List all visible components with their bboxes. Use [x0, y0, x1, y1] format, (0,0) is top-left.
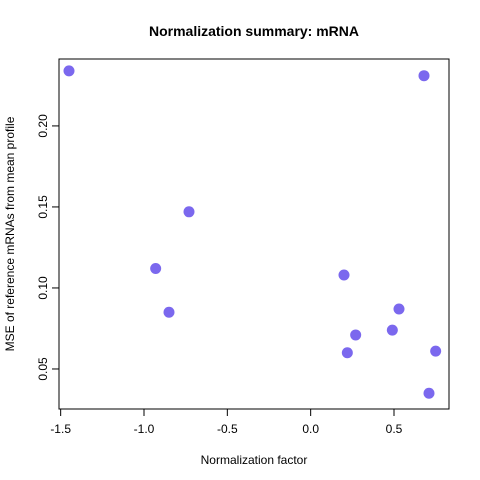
x-tick-label: -1.0 [134, 422, 155, 436]
y-tick-label: 0.05 [36, 357, 50, 381]
x-tick-label: 0.5 [386, 422, 403, 436]
data-point [150, 263, 162, 275]
data-points [63, 65, 442, 399]
y-axis: 0.05 0.10 0.15 0.20 [36, 114, 59, 381]
y-tick-label: 0.15 [36, 195, 50, 219]
data-point [423, 387, 435, 399]
data-point [183, 206, 195, 218]
data-point [386, 324, 398, 336]
data-point [163, 306, 175, 318]
x-tick-label: -1.5 [50, 422, 71, 436]
plot-frame [58, 58, 450, 410]
data-point [63, 65, 75, 77]
y-tick-label: 0.10 [36, 276, 50, 300]
data-point [430, 345, 442, 357]
x-tick-label: 0.0 [302, 422, 319, 436]
x-axis: -1.5 -1.0 -0.5 0.0 0.5 [50, 409, 403, 436]
x-tick-label: -0.5 [217, 422, 238, 436]
data-point [338, 269, 350, 281]
chart-title: Normalization summary: mRNA [149, 23, 359, 39]
data-point [341, 347, 353, 359]
data-point [418, 70, 430, 82]
data-point [393, 303, 405, 315]
y-tick-label: 0.20 [36, 114, 50, 138]
y-axis-label: MSE of reference mRNAs from mean profile [3, 116, 17, 351]
x-axis-label: Normalization factor [201, 453, 308, 467]
data-point [350, 329, 362, 341]
